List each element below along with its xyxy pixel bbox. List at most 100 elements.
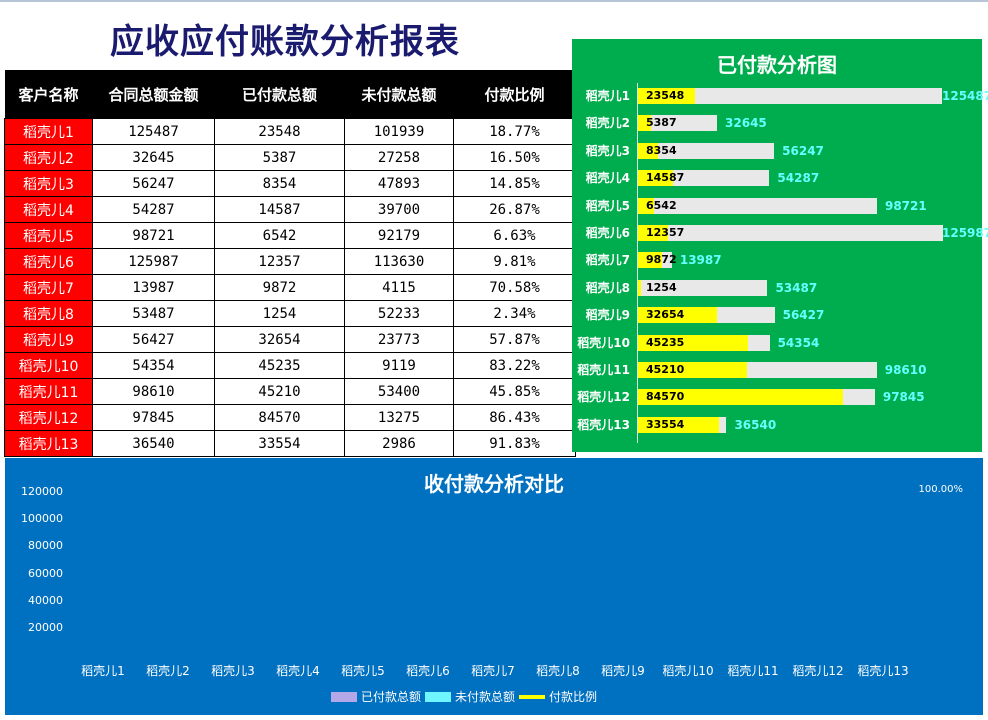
table-cell: 4115: [344, 274, 454, 301]
category-label: 稻壳儿1: [585, 89, 630, 103]
table-row: 稻壳儿4 54287 14587 39700 26.87%: [4, 196, 576, 223]
comparison-chart: 收付款分析对比 100.00% 120000 100000 80000 60000 40…: [5, 458, 983, 715]
bar-row: 稻壳儿3 8354 56247: [572, 142, 982, 159]
chart-title: 收付款分析对比: [424, 472, 564, 496]
table-cell: 47893: [344, 170, 454, 197]
x-tick-label: 稻壳儿11: [727, 664, 779, 678]
total-value-label: 56247: [782, 143, 824, 158]
table-row: 稻壳儿6 125987 12357 113630 9.81%: [4, 248, 576, 275]
table-cell: 98610: [92, 378, 215, 405]
table-cell: 83.22%: [453, 352, 576, 379]
x-tick-label: 稻壳儿6: [406, 664, 450, 678]
table-cell: 45210: [214, 378, 345, 405]
category-label: 稻壳儿10: [577, 335, 630, 350]
paid-bar: [638, 279, 642, 296]
table-cell: 23548: [214, 118, 345, 145]
paid-value-label: 6542: [646, 198, 677, 212]
paid-value-label: 5387: [646, 116, 677, 130]
legend-label: 已付款总额: [361, 690, 422, 704]
column-header: 付款比例: [453, 70, 576, 119]
x-tick-label: 稻壳儿1: [81, 664, 125, 678]
bar-row: 稻壳儿5 6542 98721: [572, 197, 982, 214]
paid-bar: [638, 252, 662, 269]
table-cell: 45235: [214, 352, 345, 379]
table-cell: 稻壳儿12: [4, 404, 93, 431]
table-row: 稻壳儿5 98721 6542 92179 6.63%: [4, 222, 576, 249]
category-label: 稻壳儿3: [585, 143, 630, 158]
bar-legend-swatch: [331, 691, 357, 702]
table-cell: 稻壳儿4: [4, 196, 93, 223]
table-cell: 125987: [92, 248, 215, 275]
table-cell: 稻壳儿2: [4, 144, 93, 171]
paid-bar: [638, 416, 720, 433]
category-label: 稻壳儿9: [585, 308, 630, 323]
paid-bar: [638, 225, 668, 241]
bar-row: 稻壳儿12 84570 97845: [572, 389, 982, 406]
paid-bar: [638, 334, 748, 351]
x-tick-label: 稻壳儿13: [857, 664, 909, 678]
table-cell: 52233: [344, 300, 454, 327]
paid-value-label: 33554: [646, 417, 685, 431]
y-tick-label: 80000: [28, 539, 63, 553]
table-cell: 13987: [92, 274, 215, 301]
paid-bar: [638, 88, 695, 104]
bar-row: 稻壳儿10 45235 54354: [572, 334, 982, 351]
paid-bar: [638, 142, 659, 159]
legend-label: 付款比例: [549, 690, 598, 704]
bar-row: 稻壳儿8 1254 53487: [572, 279, 982, 296]
table-cell: 113630: [344, 248, 454, 275]
paid-analysis-chart: 已付款分析图 稻壳儿1 23548 125487 稻壳儿2 5387 32645 稻…: [572, 39, 988, 452]
table-cell: 稻壳儿13: [4, 430, 93, 457]
table-cell: 9.81%: [453, 248, 576, 275]
table-cell: 125487: [92, 118, 215, 145]
total-value-label: 56427: [782, 308, 825, 323]
table-cell: 23773: [344, 326, 454, 353]
total-value-label: 54354: [777, 335, 820, 350]
bar-row: 稻壳儿6 12357 125987: [572, 225, 988, 241]
total-value-label: 98610: [884, 363, 927, 377]
y-tick-label: 100000: [21, 512, 63, 526]
table-cell: 稻壳儿11: [4, 378, 93, 405]
table-cell: 57.87%: [453, 326, 576, 353]
table-cell: 98721: [92, 222, 215, 249]
table-cell: 70.58%: [453, 274, 576, 301]
x-tick-label: 稻壳儿3: [211, 664, 255, 678]
table-row: 稻壳儿8 53487 1254 52233 2.34%: [4, 300, 576, 327]
category-label: 稻壳儿13: [577, 417, 630, 432]
table-cell: 2.34%: [453, 300, 576, 327]
paid-value-label: 45210: [646, 363, 685, 376]
axis-line: [637, 83, 638, 443]
page-title: 应收应付账款分析报表: [110, 22, 460, 62]
table-cell: 18.77%: [453, 118, 576, 145]
table-cell: 53400: [344, 378, 454, 405]
column-header: 未付款总额: [344, 70, 454, 119]
table-row: 稻壳儿12 97845 84570 13275 86.43%: [4, 404, 576, 431]
legend: 已付款总额 未付款总额 付款比例: [331, 688, 597, 705]
table-cell: 2986: [344, 430, 454, 457]
table-cell: 92179: [344, 222, 454, 249]
paid-value-label: 23548: [646, 89, 685, 102]
y-tick-label: 20000: [28, 621, 63, 634]
category-label: 稻壳儿5: [585, 198, 630, 213]
table-cell: 稻壳儿8: [4, 300, 93, 327]
table-cell: 39700: [344, 196, 454, 223]
paid-bar: [638, 362, 748, 378]
bar-row: 稻壳儿7 9872 13987: [572, 252, 982, 269]
table-cell: 9872: [214, 274, 345, 301]
total-bar: [638, 225, 943, 241]
table-cell: 8354: [214, 170, 345, 197]
table-cell: 91.83%: [453, 430, 576, 457]
table-cell: 1254: [214, 300, 345, 327]
column-header: 客户名称: [4, 70, 93, 119]
bar-row: 稻壳儿11 45210 98610: [572, 362, 982, 378]
table-row: 稻壳儿7 13987 9872 4115 70.58%: [4, 274, 576, 301]
table-cell: 稻壳儿7: [4, 274, 93, 301]
bar-row: 稻壳儿1 23548 125487: [572, 88, 988, 104]
category-label: 稻壳儿6: [585, 226, 630, 240]
category-label: 稻壳儿7: [585, 253, 630, 268]
paid-value-label: 32654: [646, 308, 685, 322]
paid-value-label: 8354: [646, 143, 677, 157]
table-cell: 9119: [344, 352, 454, 379]
category-label: 稻壳儿2: [585, 116, 630, 131]
line-legend-icon: [519, 694, 546, 699]
